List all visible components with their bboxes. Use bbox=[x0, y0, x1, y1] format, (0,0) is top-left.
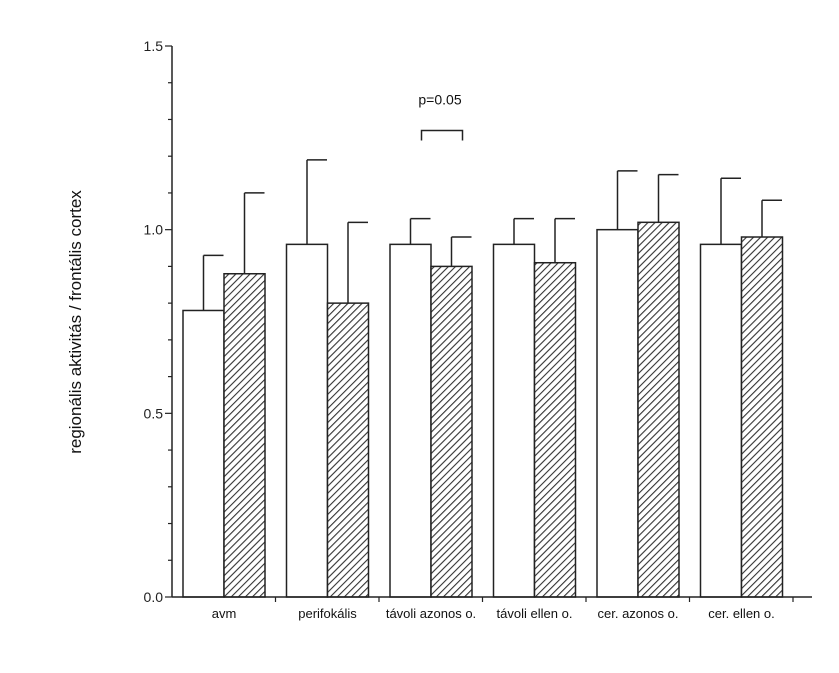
y-axis-title-group: regionális aktivitás / frontális cortex bbox=[66, 190, 85, 454]
axes-group: avm perifokális távoli azonos o. távoli ell… bbox=[144, 38, 812, 621]
bar-0-0 bbox=[182, 309, 225, 598]
significance-label-0: p=0.05 bbox=[418, 91, 461, 107]
bar-3-1 bbox=[533, 261, 577, 598]
category-label-1: perifokális bbox=[298, 606, 357, 621]
category-label-5: cer. ellen o. bbox=[708, 606, 775, 621]
category-label-4: cer. azonos o. bbox=[598, 606, 679, 621]
bars-group bbox=[182, 221, 784, 598]
bar-5-0 bbox=[699, 243, 743, 598]
error-bars-group bbox=[202, 159, 782, 311]
bar-4-1 bbox=[637, 221, 680, 598]
y-tick-label-3: 1.5 bbox=[144, 38, 164, 54]
bar-0-1 bbox=[223, 272, 266, 598]
bar-4-0 bbox=[596, 228, 639, 598]
category-label-2: távoli azonos o. bbox=[386, 606, 476, 621]
annotations-group: p=0.05 bbox=[418, 91, 464, 141]
y-tick-label-1: 0.5 bbox=[144, 405, 164, 421]
significance-bracket-0 bbox=[420, 129, 464, 141]
category-label-3: távoli ellen o. bbox=[497, 606, 573, 621]
category-label-0: avm bbox=[212, 606, 237, 621]
bar-1-1 bbox=[326, 302, 370, 598]
y-axis-title: regionális aktivitás / frontális cortex bbox=[66, 190, 85, 454]
bar-2-0 bbox=[389, 243, 432, 598]
bar-1-0 bbox=[285, 243, 329, 598]
y-tick-label-2: 1.0 bbox=[144, 222, 164, 238]
bar-3-0 bbox=[492, 243, 536, 598]
y-tick-label-0: 0.0 bbox=[144, 589, 164, 605]
bar-5-1 bbox=[740, 236, 784, 598]
bar-2-1 bbox=[430, 265, 473, 598]
